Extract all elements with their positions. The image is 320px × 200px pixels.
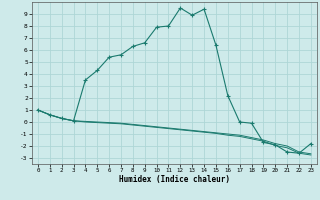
X-axis label: Humidex (Indice chaleur): Humidex (Indice chaleur) bbox=[119, 175, 230, 184]
